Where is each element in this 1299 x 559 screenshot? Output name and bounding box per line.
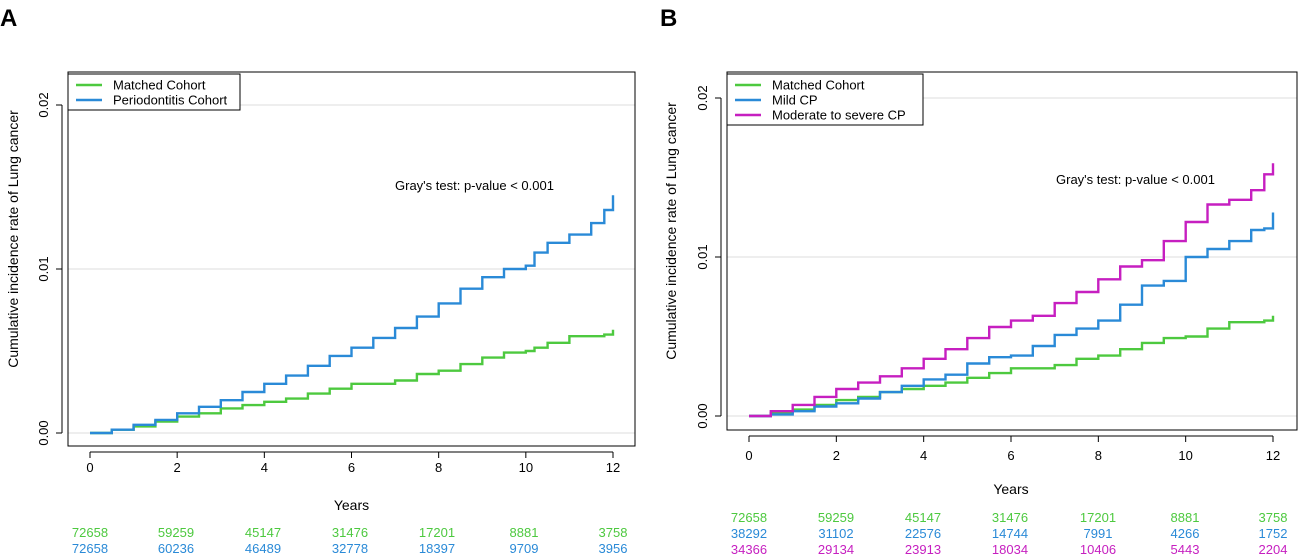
x-tick-label: 12 <box>1266 448 1280 463</box>
risk-table-count: 59259 <box>818 510 854 525</box>
x-tick-label: 10 <box>1178 448 1192 463</box>
x-tick-label: 8 <box>1095 448 1102 463</box>
risk-table-count: 18397 <box>419 541 455 556</box>
y-tick-label: 0.02 <box>36 92 51 117</box>
risk-table-count: 2204 <box>1259 542 1288 557</box>
x-tick-label: 2 <box>174 460 181 475</box>
legend-entry: Mild CP <box>772 93 818 108</box>
x-tick-label: 0 <box>86 460 93 475</box>
plot-frame <box>726 71 1298 431</box>
legend-entry: Matched Cohort <box>772 78 865 93</box>
x-tick-label: 4 <box>261 460 268 475</box>
risk-table-count: 17201 <box>1080 510 1116 525</box>
risk-table-count: 31102 <box>818 526 853 541</box>
y-tick-label: 0.01 <box>36 256 51 281</box>
risk-table-count: 31476 <box>332 525 368 540</box>
risk-table-count: 18034 <box>992 542 1028 557</box>
risk-table-count: 1752 <box>1259 526 1288 541</box>
chart-panel-a: A 0 2 4 6 8 10 12 0.00 0.01 0.02 Years Cumulative in… <box>0 5 636 556</box>
y-tick-label: 0.01 <box>695 244 710 269</box>
x-tick-label: 12 <box>606 460 620 475</box>
annotation-grays-test: Gray's test: p-value < 0.001 <box>395 178 554 193</box>
series-line-mild-cp <box>749 212 1275 418</box>
risk-table-count: 4266 <box>1171 526 1200 541</box>
risk-table-count: 46489 <box>245 541 281 556</box>
y-tick-label: 0.00 <box>36 420 51 445</box>
series-line-matched-cohort <box>90 329 615 435</box>
legend-entry: Matched Cohort <box>113 78 206 93</box>
risk-table-count: 14744 <box>992 526 1028 541</box>
x-axis-title: Years <box>334 497 369 513</box>
risk-table-count: 23913 <box>905 542 941 557</box>
panel-label: B <box>660 5 677 32</box>
x-tick-label: 4 <box>920 448 927 463</box>
risk-table-count: 8881 <box>510 525 539 540</box>
series-line-periodontitis-cohort <box>90 195 615 435</box>
y-tick-label: 0.02 <box>695 85 710 110</box>
risk-table-count: 9709 <box>510 541 539 556</box>
risk-table-count: 10406 <box>1080 542 1116 557</box>
risk-table-count: 3758 <box>599 525 628 540</box>
y-axis-title: Cumulative incidence rate of Lung cancer <box>5 110 21 368</box>
y-axis-title: Cumulative incidence rate of Lung cancer <box>663 102 679 360</box>
x-tick-label: 10 <box>519 460 533 475</box>
risk-table-count: 60236 <box>158 541 194 556</box>
risk-table-count: 32778 <box>332 541 368 556</box>
risk-table-count: 45147 <box>905 510 941 525</box>
risk-table-count: 72658 <box>72 525 108 540</box>
risk-table-count: 17201 <box>419 525 455 540</box>
legend-box <box>67 73 241 111</box>
risk-table-count: 3758 <box>1259 510 1288 525</box>
plot-frame <box>67 71 636 447</box>
chart-panel-b: B 0 2 4 6 8 10 12 0.00 0.01 0.02 Years Cumulative in… <box>660 5 1298 557</box>
risk-table-count: 31476 <box>992 510 1028 525</box>
risk-table-count: 22576 <box>905 526 941 541</box>
series-line-moderate-to-severe-cp <box>749 163 1275 418</box>
risk-table-count: 29134 <box>818 542 854 557</box>
series-line-matched-cohort <box>749 315 1275 418</box>
risk-table-count: 8881 <box>1171 510 1200 525</box>
legend-entry: Moderate to severe CP <box>772 108 906 123</box>
risk-table-count: 38292 <box>731 526 767 541</box>
legend-entry: Periodontitis Cohort <box>113 93 228 108</box>
x-tick-label: 8 <box>435 460 442 475</box>
x-tick-label: 6 <box>348 460 355 475</box>
annotation-grays-test: Gray's test: p-value < 0.001 <box>1056 172 1215 187</box>
y-tick-label: 0.00 <box>695 403 710 428</box>
x-tick-label: 2 <box>833 448 840 463</box>
risk-table-count: 7991 <box>1084 526 1113 541</box>
risk-table-count: 34366 <box>731 542 767 557</box>
panel-label: A <box>0 5 17 32</box>
risk-table-count: 5443 <box>1171 542 1200 557</box>
x-tick-label: 0 <box>745 448 752 463</box>
risk-table-count: 72658 <box>72 541 108 556</box>
risk-table-count: 59259 <box>158 525 194 540</box>
x-axis-title: Years <box>993 481 1028 497</box>
risk-table-count: 72658 <box>731 510 767 525</box>
risk-table-count: 3956 <box>599 541 628 556</box>
risk-table-count: 45147 <box>245 525 281 540</box>
x-tick-label: 6 <box>1007 448 1014 463</box>
